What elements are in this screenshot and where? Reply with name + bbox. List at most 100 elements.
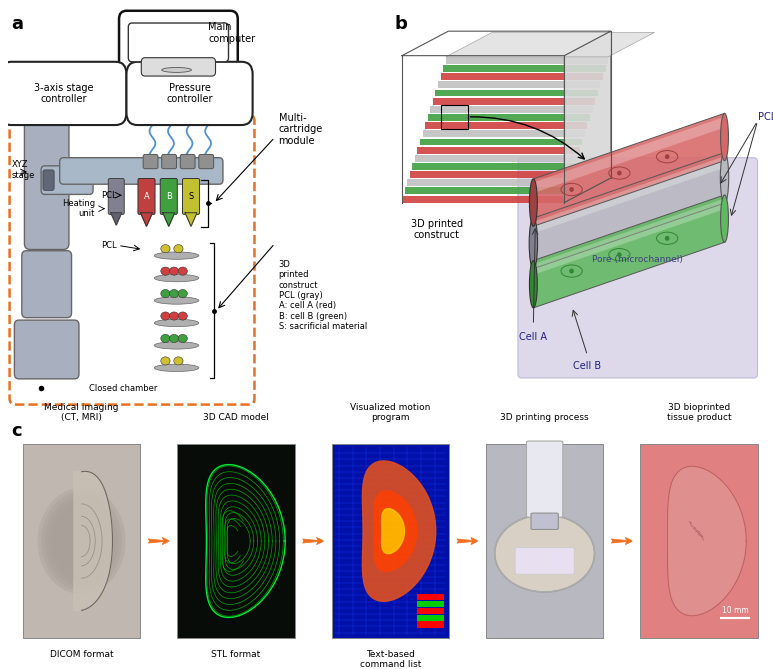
Polygon shape <box>415 155 577 162</box>
Ellipse shape <box>169 267 179 275</box>
Text: Multi-
cartridge
module: Multi- cartridge module <box>278 112 323 146</box>
Polygon shape <box>185 213 197 226</box>
FancyBboxPatch shape <box>518 158 758 378</box>
Text: Text-based
command list: Text-based command list <box>359 650 421 669</box>
Circle shape <box>617 252 621 257</box>
FancyBboxPatch shape <box>119 11 238 72</box>
Ellipse shape <box>720 195 728 242</box>
FancyBboxPatch shape <box>417 601 444 607</box>
Polygon shape <box>141 213 152 226</box>
Text: XYZ
stage: XYZ stage <box>12 161 35 179</box>
FancyBboxPatch shape <box>22 251 72 318</box>
FancyBboxPatch shape <box>177 444 295 638</box>
FancyBboxPatch shape <box>143 155 158 169</box>
Ellipse shape <box>178 267 187 275</box>
Text: Cell A: Cell A <box>519 332 547 343</box>
Polygon shape <box>412 163 574 170</box>
Ellipse shape <box>41 492 122 591</box>
Text: 3D printed
construct: 3D printed construct <box>410 219 463 240</box>
Text: Closed chamber: Closed chamber <box>90 384 158 393</box>
Text: Visualized motion
program: Visualized motion program <box>350 403 431 422</box>
Ellipse shape <box>155 252 199 260</box>
Ellipse shape <box>174 245 183 253</box>
Ellipse shape <box>155 342 199 349</box>
FancyBboxPatch shape <box>23 444 140 638</box>
FancyBboxPatch shape <box>162 155 176 169</box>
Circle shape <box>665 155 669 159</box>
Polygon shape <box>363 461 436 601</box>
Text: PCL: PCL <box>101 191 117 200</box>
Polygon shape <box>441 73 603 80</box>
Ellipse shape <box>161 312 170 320</box>
Ellipse shape <box>162 68 192 72</box>
FancyBboxPatch shape <box>15 320 79 379</box>
Ellipse shape <box>530 179 537 226</box>
Polygon shape <box>433 98 595 104</box>
Ellipse shape <box>720 113 728 161</box>
Polygon shape <box>435 90 598 96</box>
FancyBboxPatch shape <box>182 179 199 214</box>
Ellipse shape <box>53 503 111 579</box>
Circle shape <box>665 236 669 241</box>
Circle shape <box>617 171 621 175</box>
Polygon shape <box>564 31 611 203</box>
Ellipse shape <box>720 153 729 203</box>
Text: S: S <box>189 192 194 201</box>
Polygon shape <box>533 113 724 226</box>
FancyBboxPatch shape <box>417 622 444 628</box>
Ellipse shape <box>178 334 187 343</box>
FancyBboxPatch shape <box>531 513 558 529</box>
Ellipse shape <box>155 319 199 326</box>
FancyBboxPatch shape <box>41 166 93 195</box>
Text: 3D CAD model: 3D CAD model <box>203 413 269 422</box>
Text: c: c <box>12 422 22 440</box>
Text: Main
computer: Main computer <box>208 23 255 44</box>
Ellipse shape <box>174 357 183 365</box>
FancyBboxPatch shape <box>332 444 449 638</box>
Polygon shape <box>417 147 580 154</box>
FancyBboxPatch shape <box>515 547 574 574</box>
Ellipse shape <box>169 334 179 343</box>
Polygon shape <box>423 130 585 137</box>
Ellipse shape <box>530 260 537 308</box>
Text: Heating
unit: Heating unit <box>62 199 95 218</box>
Polygon shape <box>438 82 601 88</box>
FancyBboxPatch shape <box>108 179 124 214</box>
Ellipse shape <box>161 290 170 298</box>
Ellipse shape <box>178 290 187 298</box>
FancyBboxPatch shape <box>199 155 213 169</box>
Text: B: B <box>166 192 172 201</box>
Ellipse shape <box>155 364 199 371</box>
Text: 3D printing process: 3D printing process <box>500 413 589 422</box>
Text: Pressure
controller: Pressure controller <box>166 83 213 104</box>
Ellipse shape <box>155 297 199 304</box>
Polygon shape <box>446 32 655 57</box>
Ellipse shape <box>161 267 170 275</box>
Ellipse shape <box>161 334 170 343</box>
FancyBboxPatch shape <box>43 170 54 190</box>
Ellipse shape <box>45 495 118 587</box>
Polygon shape <box>667 466 746 615</box>
FancyBboxPatch shape <box>138 179 155 214</box>
Ellipse shape <box>169 312 179 320</box>
Text: 3-axis stage
controller: 3-axis stage controller <box>34 83 93 104</box>
Text: 3D bioprinted
tissue product: 3D bioprinted tissue product <box>666 403 731 422</box>
Polygon shape <box>533 157 724 233</box>
Ellipse shape <box>178 312 187 320</box>
Text: 10 mm: 10 mm <box>721 606 748 615</box>
Ellipse shape <box>161 357 170 365</box>
Polygon shape <box>163 213 175 226</box>
FancyBboxPatch shape <box>25 115 69 250</box>
FancyBboxPatch shape <box>160 179 177 214</box>
FancyBboxPatch shape <box>0 62 127 125</box>
Text: Cell B: Cell B <box>574 361 601 371</box>
Polygon shape <box>402 195 564 203</box>
Polygon shape <box>407 179 570 186</box>
Polygon shape <box>443 65 605 72</box>
FancyBboxPatch shape <box>486 444 604 638</box>
Polygon shape <box>425 122 587 129</box>
Polygon shape <box>533 153 724 269</box>
Circle shape <box>569 269 574 274</box>
Polygon shape <box>410 171 572 178</box>
Polygon shape <box>533 117 724 193</box>
